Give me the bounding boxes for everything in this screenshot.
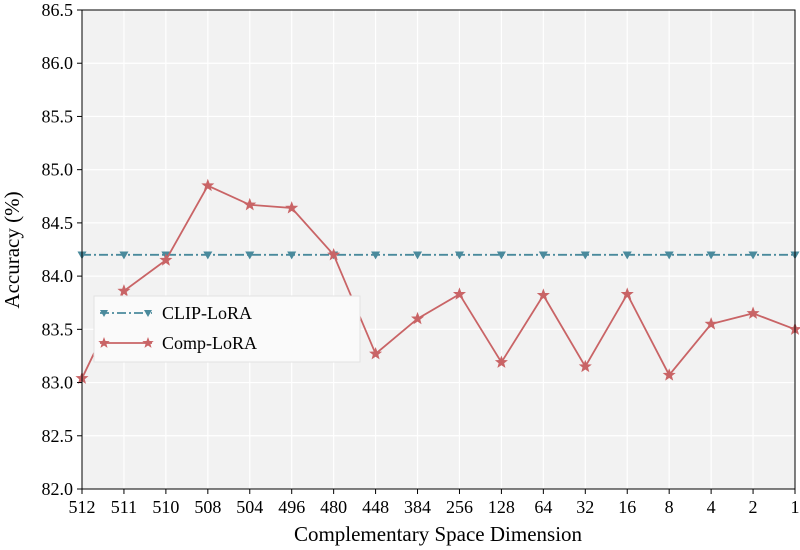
x-tick-label: 1 <box>791 497 800 517</box>
comp-lora-point <box>746 306 760 319</box>
y-tick-label: 85.0 <box>42 160 74 180</box>
y-axis-title: Accuracy (%) <box>0 191 24 308</box>
x-tick-label: 16 <box>618 497 636 517</box>
clip-lora-point <box>622 251 632 260</box>
x-tick-label: 128 <box>488 497 515 517</box>
legend-comp-lora-marker <box>98 337 110 348</box>
x-tick-label: 2 <box>749 497 758 517</box>
x-axis-title: Complementary Space Dimension <box>294 522 583 546</box>
x-tick-label: 4 <box>707 497 716 517</box>
comp-lora-point <box>243 197 257 211</box>
series-layer <box>75 178 800 384</box>
y-tick-label: 84.0 <box>42 266 74 286</box>
comp-lora-point <box>536 288 550 301</box>
clip-lora-point <box>748 251 758 260</box>
comp-lora-point <box>620 287 634 300</box>
comp-lora-point <box>704 317 718 330</box>
y-tick-label: 83.5 <box>42 319 74 339</box>
x-tick-label: 8 <box>665 497 674 517</box>
tick-layer: 82.0 82.5 83.0 83.5 84.0 84.5 85.0 85.5 86.0 86.5… <box>42 0 800 517</box>
y-tick-label: 85.5 <box>42 106 74 126</box>
y-tick-label: 82.5 <box>42 426 74 446</box>
y-tick-label: 86.0 <box>42 53 74 73</box>
clip-lora-point <box>119 251 129 260</box>
y-tick-label: 84.5 <box>42 213 74 233</box>
comp-lora-point <box>578 359 592 373</box>
y-tick-label: 83.0 <box>42 373 74 393</box>
comp-lora-point <box>662 368 676 381</box>
legend-clip-lora-label: CLIP-LoRA <box>162 303 252 323</box>
x-tick-label: 496 <box>278 497 305 517</box>
y-tick-label: 82.0 <box>42 479 74 499</box>
x-tick-label: 512 <box>69 497 96 517</box>
clip-lora-point <box>580 251 590 260</box>
clip-lora-point <box>371 251 381 260</box>
legend-comp-lora-label: Comp-LoRA <box>162 333 257 353</box>
clip-lora-point <box>203 251 213 260</box>
comp-lora-point <box>201 178 215 192</box>
comp-lora-point <box>411 311 425 325</box>
legend-box <box>93 295 361 363</box>
comp-lora-point <box>369 346 383 360</box>
x-tick-label: 448 <box>362 497 389 517</box>
plot-background <box>82 10 795 489</box>
clip-lora-point <box>706 251 716 260</box>
x-tick-label: 256 <box>446 497 473 517</box>
grid <box>81 9 796 490</box>
comp-lora-point <box>452 287 466 300</box>
comp-lora-line <box>81 184 796 379</box>
x-tick-label: 64 <box>534 497 552 517</box>
x-tick-label: 32 <box>576 497 594 517</box>
comp-lora-point <box>159 253 173 266</box>
legend-clip-lora-marker <box>100 310 108 317</box>
x-tick-label: 384 <box>404 497 431 517</box>
clip-lora-point <box>454 251 464 260</box>
clip-lora-point <box>413 251 423 260</box>
x-tick-label: 480 <box>320 497 347 517</box>
clip-lora-point <box>496 251 506 260</box>
x-tick-label: 510 <box>152 497 179 517</box>
x-tick-label: 511 <box>111 497 137 517</box>
legend: CLIP-LoRA Comp-LoRA <box>93 295 361 363</box>
legend-clip-lora-marker <box>144 310 152 317</box>
y-tick-label: 86.5 <box>42 0 74 20</box>
plot-frame <box>81 9 796 490</box>
clip-lora-point <box>245 251 255 260</box>
comp-lora-point <box>117 284 131 297</box>
clip-lora-point <box>287 251 297 260</box>
clip-lora-point <box>664 251 674 260</box>
clip-lora-point <box>538 251 548 260</box>
comp-lora-point <box>285 201 299 214</box>
x-tick-label: 508 <box>194 497 221 517</box>
legend-comp-lora-marker <box>142 337 154 348</box>
comp-lora-point <box>327 247 341 261</box>
x-tick-label: 504 <box>236 497 263 517</box>
comp-lora-point <box>494 355 508 368</box>
